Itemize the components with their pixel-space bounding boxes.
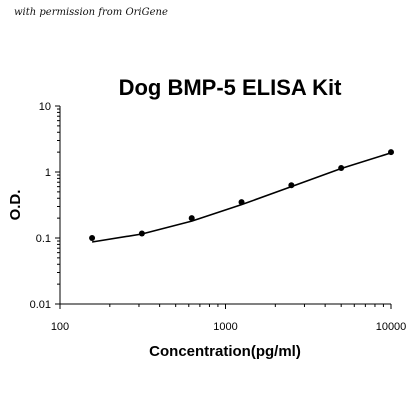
fit-curve-line [91, 152, 392, 243]
chart-title: Dog BMP-5 ELISA Kit [119, 75, 343, 100]
axis-ticks [55, 105, 392, 309]
x-tick-label: 100 [51, 321, 69, 333]
y-axis-label: O.D. [7, 190, 24, 221]
y-tick-label: 1 [45, 167, 51, 179]
data-points [89, 149, 394, 241]
x-axis-label: Concentration(pg/ml) [149, 343, 301, 360]
data-point [238, 199, 245, 206]
data-point [188, 215, 195, 222]
axis-tick-labels: 0.01 0.1 1 10 100 1000 10000 [30, 101, 407, 333]
data-point [338, 164, 345, 171]
x-tick-label: 10000 [376, 321, 407, 333]
data-point [138, 230, 145, 237]
x-tick-label: 1000 [213, 321, 237, 333]
plot-axes [59, 106, 391, 305]
y-tick-label: 10 [39, 101, 51, 113]
y-tick-label: 0.01 [30, 299, 51, 311]
permission-note: with permission from OriGene [14, 7, 168, 18]
data-point [89, 235, 96, 241]
data-point [288, 182, 295, 189]
data-point [388, 149, 394, 156]
y-tick-label: 0.1 [36, 233, 51, 245]
